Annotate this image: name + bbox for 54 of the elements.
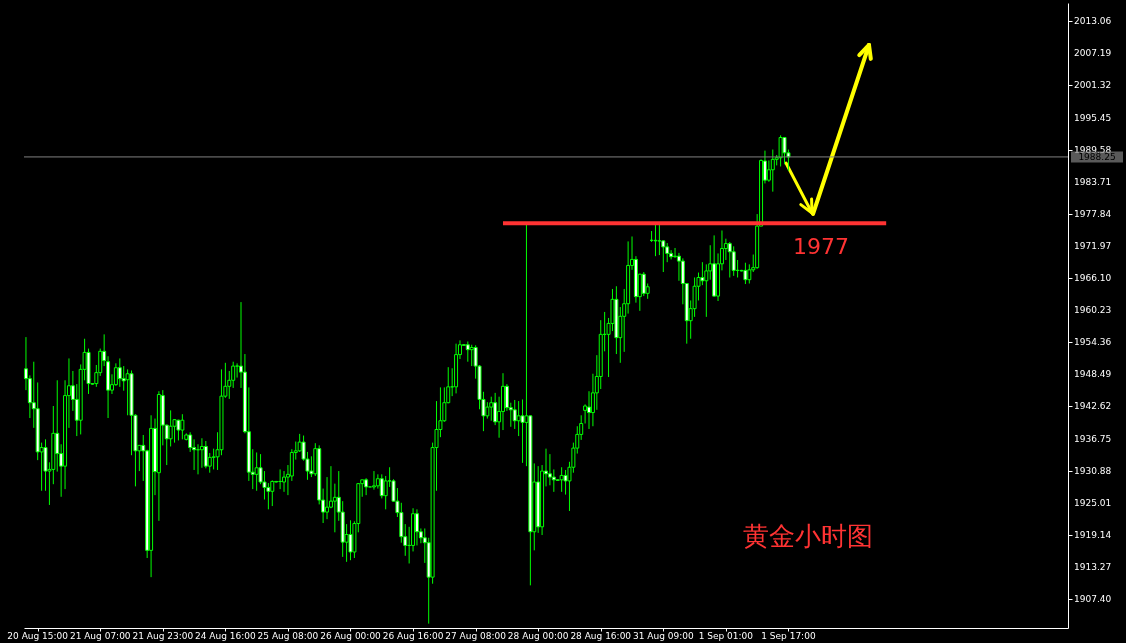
candlestick — [727, 241, 732, 278]
candlestick — [731, 245, 736, 277]
x-tick-label: 26 Aug 00:00 — [320, 631, 382, 641]
candlestick — [125, 368, 130, 416]
candlestick — [770, 149, 775, 193]
candlestick — [516, 400, 521, 437]
y-tick-label: 1966.10 — [1074, 273, 1112, 284]
y-tick-label: 1919.14 — [1074, 529, 1112, 540]
y-tick-label: 1907.40 — [1074, 594, 1112, 605]
x-tick-label: 25 Aug 08:00 — [257, 631, 319, 641]
x-tick-label: 20 Aug 15:00 — [7, 631, 69, 641]
candlestick — [414, 508, 419, 546]
candlestick — [747, 263, 752, 285]
x-tick-label: 28 Aug 00:00 — [507, 631, 569, 641]
x-tick-label: 28 Aug 16:00 — [570, 631, 632, 641]
y-tick-label: 2001.32 — [1074, 80, 1112, 91]
candlestick — [653, 222, 658, 257]
y-tick-label: 1960.23 — [1074, 305, 1112, 316]
y-tick-label: 2013.06 — [1074, 16, 1112, 27]
y-tick-label: 1942.62 — [1074, 401, 1112, 412]
y-tick-label: 1983.71 — [1074, 176, 1112, 187]
y-tick-label: 2007.19 — [1074, 48, 1112, 59]
y-tick-label: 1930.88 — [1074, 465, 1112, 476]
x-tick-label: 21 Aug 07:00 — [69, 631, 131, 641]
candlestick — [489, 396, 494, 422]
x-tick-label: 26 Aug 16:00 — [382, 631, 444, 641]
y-tick-label: 1977.84 — [1074, 208, 1112, 219]
x-tick-label: 21 Aug 23:00 — [132, 631, 194, 641]
y-tick-label: 1971.97 — [1074, 240, 1112, 251]
candlestick — [563, 469, 568, 496]
candlestick — [704, 263, 709, 318]
y-tick-label: 1948.49 — [1074, 369, 1112, 380]
candlestick — [641, 271, 646, 297]
candlestick — [235, 362, 240, 379]
x-tick-label: 1 Sep 17:00 — [761, 631, 816, 641]
x-tick-label: 1 Sep 01:00 — [698, 631, 754, 641]
y-tick-label: 1913.27 — [1074, 561, 1112, 572]
x-tick-label: 27 Aug 08:00 — [445, 631, 507, 641]
candlestick — [117, 357, 122, 388]
y-tick-label: 1925.01 — [1074, 497, 1112, 508]
candlestick — [168, 409, 173, 447]
candlestick — [700, 261, 705, 286]
y-tick-label: 1995.45 — [1074, 112, 1112, 123]
candlestick — [520, 398, 525, 464]
candlestick — [587, 390, 592, 430]
candlestick — [325, 476, 330, 520]
candlestick — [657, 224, 662, 256]
x-tick-label: 31 Aug 09:00 — [632, 631, 694, 641]
series-label: 1977 — [793, 234, 850, 260]
candlestick — [203, 440, 208, 469]
annotation: 黄金小时图 — [743, 521, 873, 551]
x-tick-label: 24 Aug 16:00 — [195, 631, 256, 641]
y-tick-label: 1936.75 — [1074, 433, 1112, 444]
y-tick-label: 1954.36 — [1074, 337, 1112, 348]
